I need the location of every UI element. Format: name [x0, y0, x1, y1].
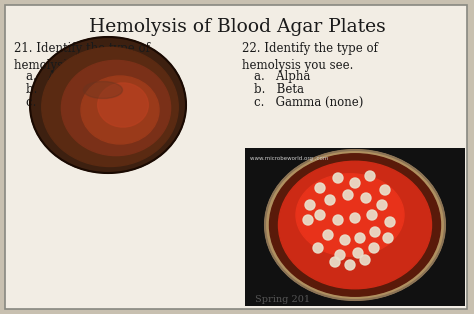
Circle shape: [345, 260, 355, 270]
Text: Spring 201: Spring 201: [255, 295, 310, 304]
Text: Hemolysis of Blood Agar Plates: Hemolysis of Blood Agar Plates: [89, 18, 385, 36]
Text: a.   Alpha: a. Alpha: [26, 70, 82, 83]
Circle shape: [370, 227, 380, 237]
Circle shape: [325, 195, 335, 205]
Text: 22. Identify the type of
hemolysis you see.: 22. Identify the type of hemolysis you s…: [242, 42, 378, 72]
Circle shape: [383, 233, 393, 243]
Circle shape: [303, 215, 313, 225]
Circle shape: [369, 243, 379, 253]
Circle shape: [350, 178, 360, 188]
Circle shape: [377, 200, 387, 210]
Ellipse shape: [270, 154, 440, 296]
Circle shape: [323, 230, 333, 240]
Text: b.   Beta: b. Beta: [254, 83, 304, 96]
Circle shape: [350, 213, 360, 223]
Ellipse shape: [42, 47, 178, 166]
Text: a.   Alpha: a. Alpha: [254, 70, 310, 83]
Circle shape: [361, 193, 371, 203]
Circle shape: [355, 233, 365, 243]
Ellipse shape: [279, 161, 431, 289]
Circle shape: [343, 190, 353, 200]
Circle shape: [365, 171, 375, 181]
Circle shape: [305, 200, 315, 210]
Ellipse shape: [98, 83, 148, 127]
Circle shape: [335, 250, 345, 260]
FancyBboxPatch shape: [5, 5, 467, 309]
Circle shape: [360, 255, 370, 265]
Ellipse shape: [265, 150, 445, 300]
Ellipse shape: [83, 82, 122, 99]
Circle shape: [333, 215, 343, 225]
Text: 21. Identify the type of
hemolysis you see.: 21. Identify the type of hemolysis you s…: [14, 42, 150, 72]
Circle shape: [367, 210, 377, 220]
Ellipse shape: [30, 37, 186, 173]
Text: c.   Gamma (none): c. Gamma (none): [26, 96, 136, 109]
Text: www.microbeworld.org .com: www.microbeworld.org .com: [250, 156, 328, 161]
Circle shape: [333, 173, 343, 183]
Text: c.   Gamma (none): c. Gamma (none): [254, 96, 364, 109]
Circle shape: [385, 217, 395, 227]
Ellipse shape: [81, 76, 159, 144]
Circle shape: [315, 183, 325, 193]
Ellipse shape: [296, 174, 404, 256]
Circle shape: [380, 185, 390, 195]
Circle shape: [315, 210, 325, 220]
Circle shape: [330, 257, 340, 267]
Text: b.   Beta: b. Beta: [26, 83, 76, 96]
Circle shape: [353, 248, 363, 258]
Circle shape: [313, 243, 323, 253]
Ellipse shape: [62, 60, 171, 156]
Bar: [245, 148, 465, 306]
Circle shape: [340, 235, 350, 245]
